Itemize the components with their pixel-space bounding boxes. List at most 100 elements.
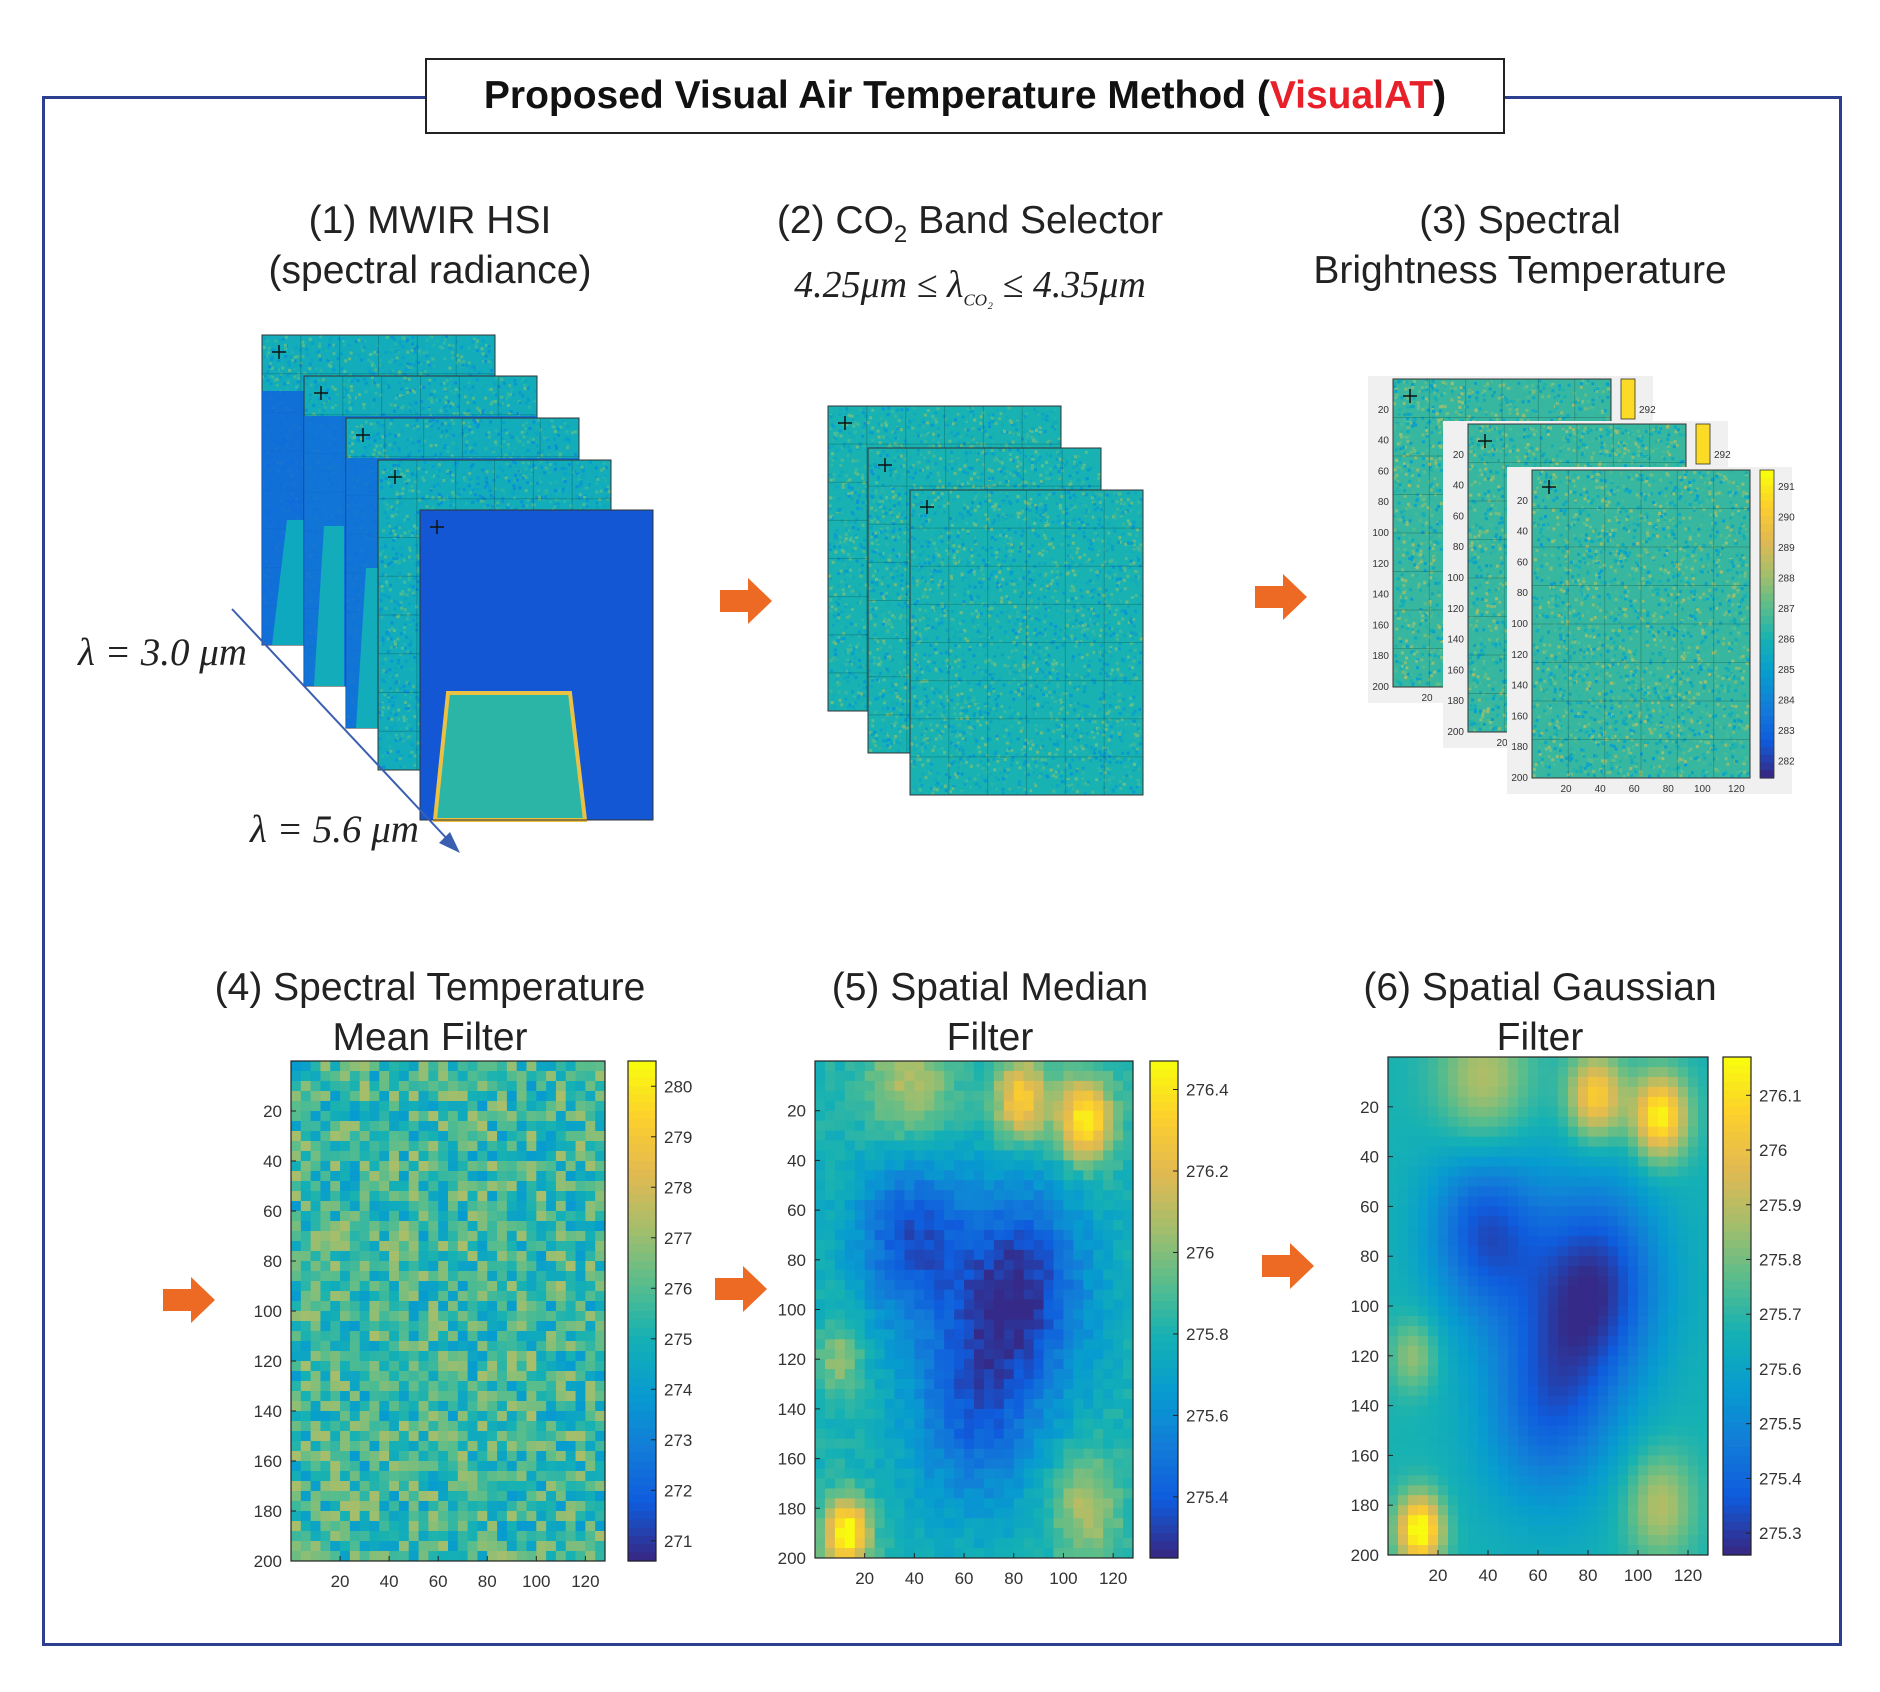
heatmap-cell bbox=[1698, 1425, 1709, 1436]
heatmap-cell bbox=[1678, 1505, 1689, 1516]
heatmap-cell bbox=[1548, 1415, 1559, 1427]
heatmap-cell bbox=[1608, 1306, 1619, 1317]
heatmap-cell bbox=[1388, 1505, 1399, 1516]
heatmap-cell bbox=[1448, 1296, 1459, 1307]
heatmap-cell bbox=[1608, 1226, 1619, 1237]
heatmap-cell bbox=[1628, 1325, 1639, 1337]
heatmap-cell bbox=[1388, 1066, 1399, 1078]
heatmap-cell bbox=[1488, 1286, 1499, 1297]
heatmap-cell bbox=[1418, 1535, 1429, 1546]
heatmap-cell bbox=[1538, 1315, 1549, 1327]
heatmap-cell bbox=[1698, 1276, 1709, 1287]
heatmap-cell bbox=[1428, 1256, 1439, 1267]
heatmap-cell bbox=[1668, 1455, 1679, 1466]
heatmap-cell bbox=[1518, 1535, 1529, 1546]
heatmap-cell bbox=[1438, 1425, 1449, 1436]
heatmap-cell bbox=[1658, 1246, 1669, 1257]
heatmap-cell bbox=[1398, 1176, 1409, 1187]
heatmap-cell bbox=[1388, 1355, 1399, 1367]
heatmap-cell bbox=[1528, 1236, 1539, 1247]
heatmap-cell bbox=[1448, 1116, 1459, 1128]
heatmap-cell bbox=[1498, 1236, 1509, 1247]
heatmap-cell bbox=[1638, 1166, 1649, 1178]
heatmap-cell bbox=[1438, 1495, 1449, 1506]
heatmap-cell bbox=[1598, 1515, 1609, 1526]
heatmap-cell bbox=[1588, 1335, 1599, 1347]
heatmap-cell bbox=[1548, 1236, 1559, 1247]
heatmap-cell bbox=[1648, 1116, 1659, 1128]
heatmap-cell bbox=[1448, 1395, 1459, 1407]
heatmap-cell bbox=[1438, 1445, 1449, 1456]
heatmap-cell bbox=[1498, 1475, 1509, 1486]
heatmap-cell bbox=[1508, 1345, 1519, 1357]
heatmap-cell bbox=[1658, 1276, 1669, 1287]
heatmap-cell bbox=[1658, 1475, 1669, 1486]
heatmap-cell bbox=[1478, 1156, 1489, 1168]
heatmap-cell bbox=[1548, 1395, 1559, 1407]
heatmap-cell bbox=[1638, 1096, 1649, 1108]
heatmap-cell bbox=[1638, 1306, 1649, 1317]
heatmap-cell bbox=[1438, 1365, 1449, 1377]
heatmap-cell bbox=[1638, 1515, 1649, 1526]
heatmap-cell bbox=[1648, 1136, 1659, 1148]
heatmap-cell bbox=[1578, 1256, 1589, 1267]
heatmap-cell bbox=[1438, 1525, 1449, 1536]
heatmap-cell bbox=[1508, 1136, 1519, 1148]
heatmap-cell bbox=[1528, 1475, 1539, 1486]
heatmap-cell bbox=[1648, 1176, 1659, 1187]
heatmap-cell bbox=[1658, 1435, 1669, 1446]
heatmap-cell bbox=[1488, 1505, 1499, 1516]
heatmap-cell bbox=[1488, 1375, 1499, 1387]
heatmap-cell bbox=[1588, 1385, 1599, 1397]
heatmap-cell bbox=[1688, 1086, 1699, 1098]
heatmap-cell bbox=[1648, 1226, 1659, 1237]
heatmap-cell bbox=[1568, 1106, 1579, 1118]
heatmap-cell bbox=[1648, 1445, 1659, 1456]
heatmap-cell bbox=[1488, 1106, 1499, 1118]
heatmap-cell bbox=[1418, 1166, 1429, 1178]
heatmap-cell bbox=[1678, 1405, 1689, 1417]
heatmap-cell bbox=[1578, 1395, 1589, 1407]
heatmap-cell bbox=[1498, 1296, 1509, 1307]
heatmap-cell bbox=[1658, 1256, 1669, 1267]
heatmap-cell bbox=[1608, 1057, 1619, 1068]
heatmap-cell bbox=[1498, 1495, 1509, 1506]
heatmap-cell bbox=[1638, 1226, 1649, 1237]
heatmap-cell bbox=[1578, 1455, 1589, 1466]
heatmap-cell bbox=[1578, 1465, 1589, 1476]
heatmap-cell bbox=[1698, 1325, 1709, 1337]
heatmap-cell bbox=[1558, 1415, 1569, 1427]
heatmap-cell bbox=[1688, 1166, 1699, 1178]
heatmap-cell bbox=[1418, 1066, 1429, 1078]
heatmap-cell bbox=[1628, 1335, 1639, 1347]
heatmap-cell bbox=[1658, 1405, 1669, 1417]
heatmap-cell bbox=[1688, 1335, 1699, 1347]
heatmap-cell bbox=[1588, 1325, 1599, 1337]
heatmap-cell bbox=[1538, 1126, 1549, 1138]
heatmap-cell bbox=[1438, 1455, 1449, 1466]
heatmap-cell bbox=[1628, 1186, 1639, 1197]
heatmap-cell bbox=[1498, 1455, 1509, 1466]
heatmap-cell bbox=[1458, 1196, 1469, 1207]
heatmap-cell bbox=[1448, 1515, 1459, 1526]
heatmap-cell bbox=[1588, 1057, 1599, 1068]
heatmap-cell bbox=[1508, 1415, 1519, 1427]
heatmap-cell bbox=[1678, 1216, 1689, 1227]
heatmap-cell bbox=[1398, 1425, 1409, 1436]
heatmap-cell bbox=[1658, 1415, 1669, 1427]
heatmap-cell bbox=[1518, 1375, 1529, 1387]
heatmap-cell bbox=[1418, 1455, 1429, 1466]
heatmap-cell bbox=[1568, 1385, 1579, 1397]
heatmap-cell bbox=[1518, 1505, 1529, 1516]
heatmap-cell bbox=[1648, 1216, 1659, 1227]
heatmap-cell bbox=[1688, 1465, 1699, 1476]
heatmap-cell bbox=[1458, 1226, 1469, 1237]
heatmap-cell bbox=[1618, 1395, 1629, 1407]
heatmap-cell bbox=[1398, 1315, 1409, 1327]
heatmap-cell bbox=[1638, 1535, 1649, 1546]
heatmap-cell bbox=[1618, 1116, 1629, 1128]
heatmap-cell bbox=[1448, 1226, 1459, 1237]
heatmap-cell bbox=[1408, 1126, 1419, 1138]
heatmap-cell bbox=[1628, 1246, 1639, 1257]
heatmap-cell bbox=[1388, 1335, 1399, 1347]
